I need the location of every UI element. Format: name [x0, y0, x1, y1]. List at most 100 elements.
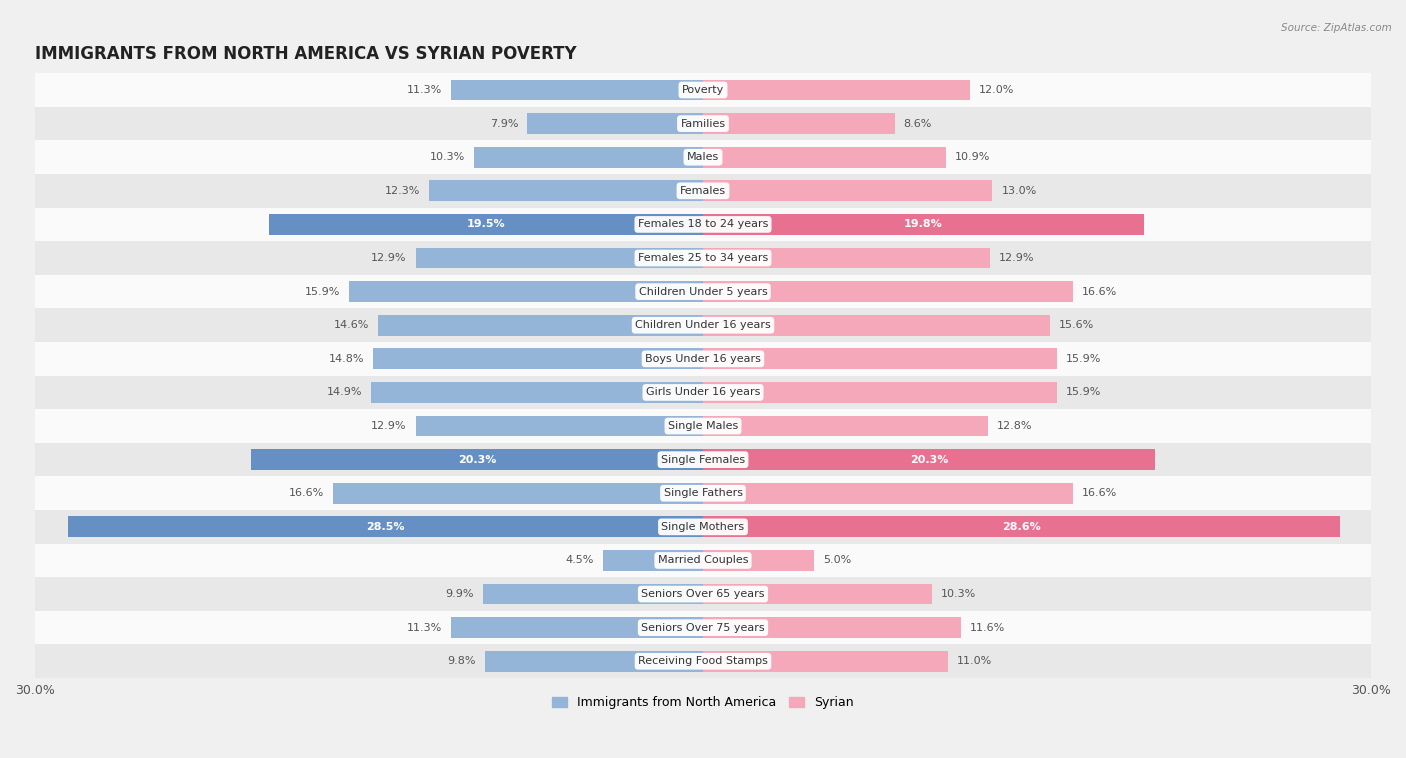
Bar	[35, 74, 1371, 107]
Bar	[35, 140, 1371, 174]
Bar	[703, 449, 1156, 470]
Text: 14.8%: 14.8%	[329, 354, 364, 364]
Text: Seniors Over 75 years: Seniors Over 75 years	[641, 622, 765, 633]
Text: 16.6%: 16.6%	[1081, 287, 1116, 296]
Text: 28.5%: 28.5%	[367, 522, 405, 532]
Text: Boys Under 16 years: Boys Under 16 years	[645, 354, 761, 364]
Bar	[35, 477, 1371, 510]
Text: 15.9%: 15.9%	[1066, 354, 1101, 364]
Text: Single Mothers: Single Mothers	[661, 522, 745, 532]
Bar	[35, 510, 1371, 543]
Text: 10.3%: 10.3%	[941, 589, 977, 599]
Bar	[703, 349, 1057, 369]
Text: 5.0%: 5.0%	[824, 556, 852, 565]
Bar	[703, 584, 932, 604]
Text: Married Couples: Married Couples	[658, 556, 748, 565]
Bar	[333, 483, 703, 503]
Text: Females 18 to 24 years: Females 18 to 24 years	[638, 219, 768, 230]
Text: 12.9%: 12.9%	[1000, 253, 1035, 263]
Bar	[35, 376, 1371, 409]
Bar	[35, 309, 1371, 342]
Text: 8.6%: 8.6%	[904, 118, 932, 129]
Bar	[250, 449, 703, 470]
Bar	[703, 248, 990, 268]
Text: Children Under 5 years: Children Under 5 years	[638, 287, 768, 296]
Bar	[35, 174, 1371, 208]
Bar	[69, 516, 703, 537]
Text: 15.9%: 15.9%	[1066, 387, 1101, 397]
Text: IMMIGRANTS FROM NORTH AMERICA VS SYRIAN POVERTY: IMMIGRANTS FROM NORTH AMERICA VS SYRIAN …	[35, 45, 576, 64]
Text: 28.6%: 28.6%	[1002, 522, 1040, 532]
Bar	[527, 113, 703, 134]
Text: 20.3%: 20.3%	[910, 455, 948, 465]
Bar	[35, 611, 1371, 644]
Bar	[35, 443, 1371, 477]
Text: 16.6%: 16.6%	[1081, 488, 1116, 498]
Bar	[703, 651, 948, 672]
Text: 11.3%: 11.3%	[408, 622, 443, 633]
Bar	[35, 543, 1371, 578]
Text: 7.9%: 7.9%	[489, 118, 519, 129]
Text: 11.0%: 11.0%	[957, 656, 993, 666]
Text: Single Females: Single Females	[661, 455, 745, 465]
Bar	[703, 113, 894, 134]
Text: 9.8%: 9.8%	[447, 656, 475, 666]
Text: Girls Under 16 years: Girls Under 16 years	[645, 387, 761, 397]
Bar	[35, 107, 1371, 140]
Text: 4.5%: 4.5%	[565, 556, 593, 565]
Bar	[703, 281, 1073, 302]
Bar	[703, 617, 962, 638]
Bar	[482, 584, 703, 604]
Text: Males: Males	[688, 152, 718, 162]
Text: 14.9%: 14.9%	[326, 387, 363, 397]
Bar	[35, 241, 1371, 275]
Bar	[378, 315, 703, 336]
Bar	[451, 617, 703, 638]
Text: Poverty: Poverty	[682, 85, 724, 95]
Text: 16.6%: 16.6%	[290, 488, 325, 498]
Legend: Immigrants from North America, Syrian: Immigrants from North America, Syrian	[547, 691, 859, 714]
Bar	[416, 415, 703, 437]
Text: 12.0%: 12.0%	[979, 85, 1015, 95]
Text: 9.9%: 9.9%	[446, 589, 474, 599]
Text: 14.6%: 14.6%	[333, 320, 368, 330]
Text: 12.9%: 12.9%	[371, 421, 406, 431]
Bar	[703, 80, 970, 100]
Bar	[374, 349, 703, 369]
Text: Single Fathers: Single Fathers	[664, 488, 742, 498]
Bar	[35, 342, 1371, 376]
Text: 13.0%: 13.0%	[1001, 186, 1036, 196]
Bar	[485, 651, 703, 672]
Text: Receiving Food Stamps: Receiving Food Stamps	[638, 656, 768, 666]
Text: 19.8%: 19.8%	[904, 219, 943, 230]
Bar	[703, 147, 946, 168]
Text: 15.6%: 15.6%	[1059, 320, 1094, 330]
Bar	[429, 180, 703, 201]
Bar	[35, 275, 1371, 309]
Bar	[35, 578, 1371, 611]
Text: 19.5%: 19.5%	[467, 219, 505, 230]
Bar	[474, 147, 703, 168]
Text: 11.6%: 11.6%	[970, 622, 1005, 633]
Bar	[703, 415, 988, 437]
Bar	[269, 214, 703, 235]
Text: Females: Females	[681, 186, 725, 196]
Text: 20.3%: 20.3%	[458, 455, 496, 465]
Text: Females 25 to 34 years: Females 25 to 34 years	[638, 253, 768, 263]
Bar	[371, 382, 703, 402]
Bar	[451, 80, 703, 100]
Bar	[35, 409, 1371, 443]
Text: 12.8%: 12.8%	[997, 421, 1032, 431]
Bar	[703, 382, 1057, 402]
Bar	[35, 644, 1371, 678]
Bar	[416, 248, 703, 268]
Text: 11.3%: 11.3%	[408, 85, 443, 95]
Bar	[703, 516, 1340, 537]
Text: 15.9%: 15.9%	[305, 287, 340, 296]
Bar	[349, 281, 703, 302]
Text: 12.9%: 12.9%	[371, 253, 406, 263]
Bar	[703, 214, 1144, 235]
Bar	[703, 483, 1073, 503]
Bar	[703, 180, 993, 201]
Text: Source: ZipAtlas.com: Source: ZipAtlas.com	[1281, 23, 1392, 33]
